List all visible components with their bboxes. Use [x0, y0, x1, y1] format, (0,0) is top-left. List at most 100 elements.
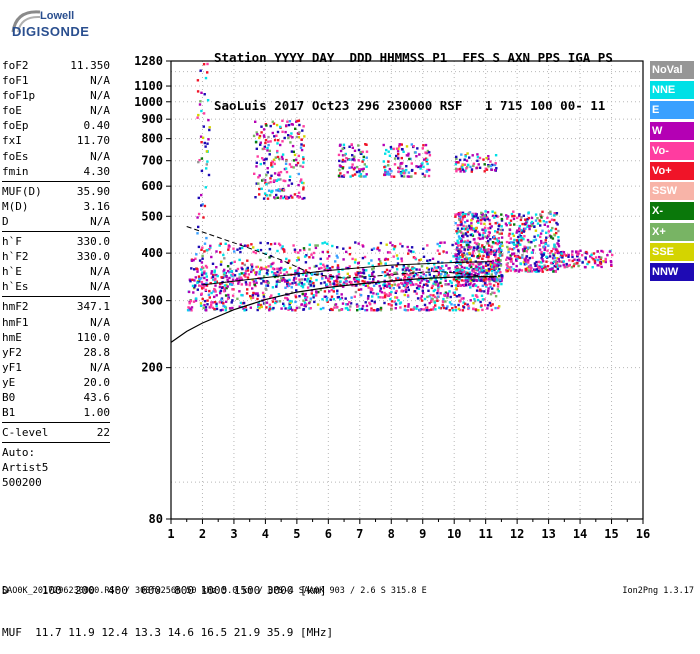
data-point	[562, 251, 566, 254]
data-point	[264, 158, 267, 161]
data-point	[416, 305, 419, 308]
data-point	[199, 69, 202, 72]
data-point	[487, 165, 490, 168]
data-point	[254, 292, 257, 295]
data-point	[534, 213, 538, 216]
data-point	[322, 306, 325, 310]
data-point	[344, 297, 347, 300]
data-point	[455, 295, 458, 298]
data-point	[521, 222, 524, 226]
data-point	[549, 261, 553, 265]
data-point	[383, 270, 387, 274]
data-point	[369, 281, 372, 284]
data-point	[363, 269, 366, 272]
data-point	[494, 306, 497, 310]
data-point	[428, 151, 431, 154]
data-point	[233, 274, 237, 277]
data-point	[418, 276, 421, 280]
data-point	[236, 248, 239, 251]
data-point	[383, 282, 386, 285]
data-point	[399, 172, 403, 175]
data-point	[302, 181, 305, 185]
data-point	[262, 134, 266, 137]
data-point	[378, 249, 381, 252]
data-point	[199, 302, 203, 305]
data-point	[403, 275, 407, 278]
data-point	[287, 308, 290, 311]
data-point	[287, 284, 291, 287]
data-point	[246, 266, 249, 270]
data-point	[481, 245, 484, 248]
data-point	[302, 161, 305, 164]
data-point	[426, 158, 429, 161]
data-point	[468, 264, 471, 267]
data-point	[462, 224, 465, 228]
data-point	[457, 241, 460, 244]
data-point	[460, 297, 463, 300]
data-point	[275, 283, 278, 286]
data-point	[213, 301, 217, 304]
param-group-muf: MUF(D) 35.90 M(D) 3.16 D N/A	[2, 184, 110, 229]
data-point	[545, 221, 548, 224]
data-point	[498, 247, 502, 250]
data-point	[415, 268, 418, 271]
data-point	[326, 285, 329, 288]
data-point	[474, 272, 477, 275]
data-point	[226, 285, 229, 288]
data-point	[460, 258, 463, 262]
data-point	[458, 294, 461, 297]
data-point	[459, 170, 462, 173]
data-point	[301, 292, 304, 296]
data-point	[430, 286, 434, 290]
data-point	[498, 305, 501, 308]
data-point	[269, 265, 273, 268]
data-point	[203, 303, 206, 307]
data-point	[258, 174, 261, 177]
data-point	[494, 271, 497, 274]
data-point	[287, 136, 290, 140]
data-point	[409, 250, 413, 253]
data-point	[495, 248, 499, 252]
data-point	[348, 308, 351, 312]
data-point	[495, 214, 498, 218]
data-point	[208, 248, 211, 251]
data-point	[388, 269, 392, 273]
data-point	[390, 170, 393, 173]
data-point	[479, 279, 483, 282]
data-point	[294, 127, 297, 130]
data-point	[340, 175, 344, 178]
data-point	[543, 246, 547, 249]
data-point	[406, 294, 410, 297]
data-point	[445, 275, 448, 278]
y-tick-label: 1280	[134, 54, 163, 68]
data-point	[571, 255, 574, 259]
data-point	[285, 124, 288, 127]
data-point	[300, 181, 304, 184]
data-point	[528, 256, 531, 260]
data-point	[377, 281, 381, 285]
data-point	[350, 296, 353, 299]
data-point	[487, 256, 490, 259]
data-point	[535, 263, 538, 267]
data-point	[341, 167, 344, 170]
data-point	[539, 214, 543, 217]
data-point	[528, 269, 531, 272]
data-point	[585, 250, 588, 254]
data-point	[424, 151, 427, 154]
data-point	[515, 231, 518, 234]
data-point	[439, 267, 442, 270]
data-point	[454, 167, 458, 170]
param-label: fxI	[2, 134, 22, 148]
data-point	[577, 250, 580, 253]
data-point	[441, 265, 444, 268]
data-point	[197, 245, 201, 249]
data-point	[362, 272, 366, 275]
data-point	[273, 162, 276, 166]
data-point	[448, 290, 451, 293]
data-point	[487, 157, 490, 161]
data-point	[470, 227, 473, 230]
data-point	[596, 250, 599, 253]
data-point	[386, 258, 390, 261]
data-point	[499, 259, 502, 262]
data-point	[435, 266, 438, 269]
